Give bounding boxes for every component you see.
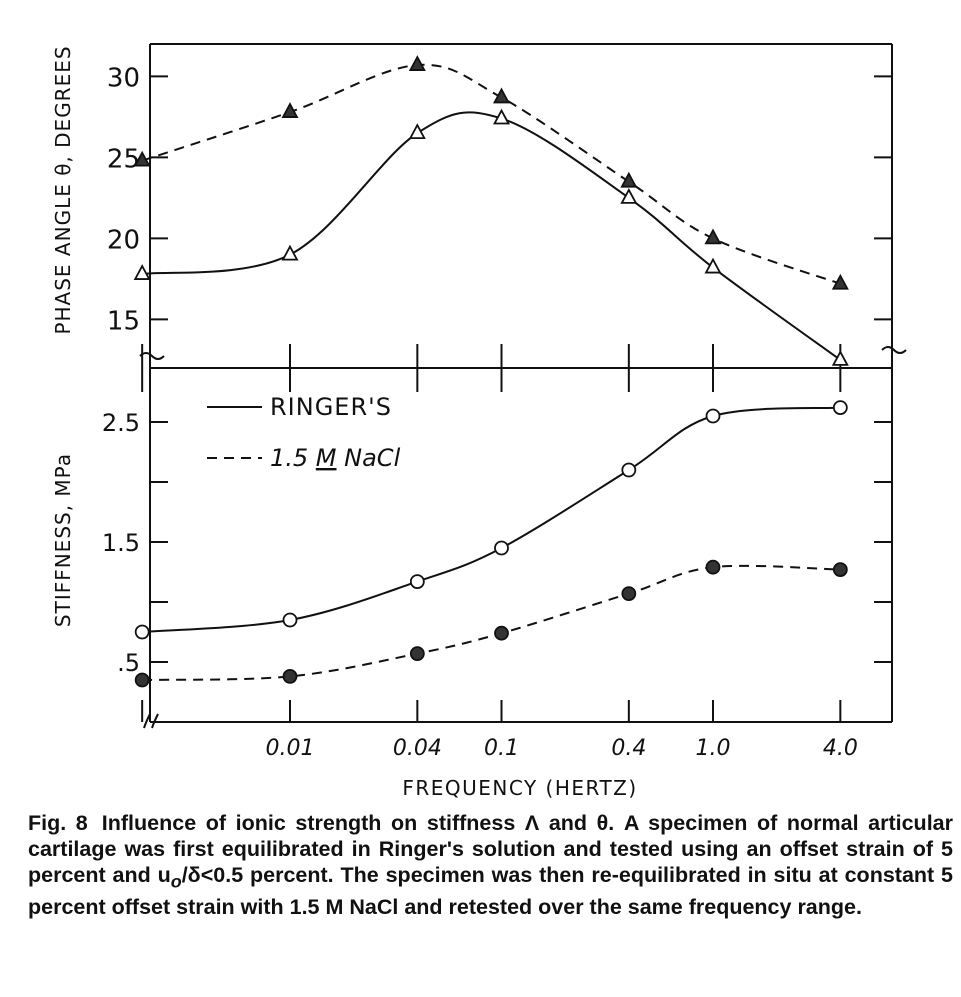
x-tick-label: 0.4 bbox=[611, 736, 646, 761]
y-tick-label-phase: 30 bbox=[107, 63, 140, 93]
phase-point-nacl bbox=[831, 273, 849, 290]
tick-marks bbox=[141, 75, 892, 722]
x-tick-label: 1.0 bbox=[696, 736, 731, 761]
y-tick-label-phase: 20 bbox=[107, 225, 140, 255]
phase-point-ringer bbox=[133, 264, 151, 280]
stiffness-point-nacl bbox=[832, 562, 848, 577]
phase-point-nacl bbox=[492, 87, 511, 104]
stiffness-point-nacl bbox=[134, 672, 150, 688]
caption-subscript: o bbox=[170, 871, 182, 892]
legend-nacl-part: NaCl bbox=[337, 444, 401, 472]
phase-point-ringer bbox=[620, 188, 638, 204]
legend: RINGER'S 1.5 M NaCl bbox=[207, 393, 401, 472]
series-lines bbox=[141, 63, 841, 681]
left-break-mark bbox=[139, 352, 165, 360]
phase-point-ringer bbox=[281, 244, 299, 261]
series-markers bbox=[133, 55, 849, 688]
phase-point-ringer bbox=[704, 257, 722, 274]
legend-nacl-part: 1.5 bbox=[270, 444, 316, 472]
stiffness-line-nacl bbox=[142, 564, 841, 681]
stiffness-point-nacl bbox=[282, 669, 298, 684]
bottom-break-mark bbox=[143, 713, 159, 729]
caption-text: Influence of ionic strength on stiffness… bbox=[28, 811, 953, 887]
figure-caption: Fig. 8 Influence of ionic strength on sti… bbox=[28, 810, 953, 920]
stiffness-point-nacl bbox=[705, 559, 721, 575]
stiffness-point-nacl bbox=[409, 646, 425, 661]
stiffness-line-ringer bbox=[142, 406, 841, 633]
stiffness-point-ringer bbox=[705, 408, 721, 424]
y-tick-label-stiffness: 2.5 bbox=[102, 409, 140, 437]
phase-point-ringer bbox=[492, 108, 511, 125]
phase-line-ringer bbox=[142, 111, 841, 361]
y-tick-label-phase: 15 bbox=[107, 306, 140, 336]
caption-text-cont: /δ<0.5 percent. The specimen was then re… bbox=[28, 863, 954, 920]
stiffness-point-ringer bbox=[832, 400, 848, 416]
stiffness-point-nacl bbox=[621, 586, 637, 601]
stiffness-point-ringer bbox=[134, 624, 150, 640]
figure: PHASE ANGLE θ, DEGREES STIFFNESS, MPa FR… bbox=[51, 43, 907, 800]
legend-ringer-label: RINGER'S bbox=[270, 393, 392, 421]
phase-point-ringer bbox=[408, 123, 426, 140]
phase-point-nacl bbox=[408, 55, 426, 71]
x-tick-label: 0.01 bbox=[266, 736, 315, 761]
phase-point-nacl bbox=[704, 228, 722, 245]
plot-frame bbox=[149, 43, 893, 723]
caption-label: Fig. 8 bbox=[28, 811, 88, 835]
phase-angle-axis-label: PHASE ANGLE θ, DEGREES bbox=[51, 45, 75, 334]
y-tick-label-stiffness: 1.5 bbox=[102, 529, 140, 557]
tick-labels: 0.01 0.04 0.1 0.4 1.0 4.0 15 20 25 30 2.5 1.5 .5 bbox=[102, 63, 858, 761]
stiffness-axis-label: STIFFNESS, MPa bbox=[51, 453, 75, 627]
stiffness-point-ringer bbox=[494, 540, 509, 556]
x-tick-label: 0.04 bbox=[393, 736, 442, 761]
right-break-mark bbox=[881, 346, 907, 354]
frequency-axis-label: FREQUENCY (HERTZ) bbox=[402, 776, 637, 800]
y-tick-label-stiffness: .5 bbox=[117, 649, 140, 677]
stiffness-point-nacl bbox=[494, 625, 509, 641]
phase-point-ringer bbox=[831, 350, 849, 366]
x-tick-label: 4.0 bbox=[823, 736, 858, 761]
legend-nacl-label: 1.5 M NaCl bbox=[270, 444, 401, 472]
stiffness-point-ringer bbox=[409, 574, 425, 589]
y-tick-label-phase: 25 bbox=[107, 144, 140, 174]
stiffness-point-ringer bbox=[621, 462, 637, 478]
phase-point-nacl bbox=[133, 150, 151, 167]
phase-line-nacl bbox=[141, 63, 841, 285]
axis-breaks bbox=[139, 346, 907, 729]
x-tick-label: 0.1 bbox=[484, 736, 519, 761]
phase-point-nacl bbox=[620, 171, 638, 188]
legend-nacl-molar: M bbox=[316, 444, 337, 472]
phase-point-nacl bbox=[281, 102, 299, 118]
stiffness-point-ringer bbox=[282, 612, 298, 628]
